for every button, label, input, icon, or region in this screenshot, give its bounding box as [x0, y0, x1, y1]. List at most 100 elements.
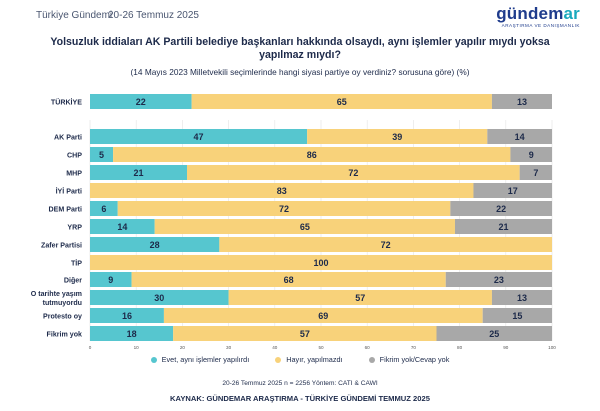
legend-label: Hayır, yapılmazdı	[286, 355, 343, 364]
date-text: 20-26 Temmuz 2025	[108, 10, 199, 21]
x-tick-label: 50	[318, 345, 324, 350]
gundemar-logo: gündemar ARAŞTIRMA VE DANIŞMANLIK	[496, 5, 580, 28]
category-label: YRP	[67, 224, 82, 232]
bar-segment	[436, 326, 552, 341]
bar-segment	[90, 290, 229, 305]
x-tick-label: 60	[365, 345, 371, 350]
data-label: 72	[381, 240, 391, 250]
category-label: DEM Parti	[48, 206, 82, 214]
bar-segment	[90, 272, 132, 287]
legend-swatch	[368, 356, 375, 363]
x-tick-label: 70	[411, 345, 417, 350]
category-label: AK Parti	[54, 134, 82, 142]
data-label: 28	[150, 240, 160, 250]
bar-segment	[90, 201, 118, 216]
brand-text: Türkiye Gündemi	[36, 10, 113, 21]
data-label: 21	[134, 168, 144, 178]
data-label: 9	[529, 150, 534, 160]
logo-text: gündemar	[496, 4, 580, 23]
chart-title: Yolsuzluk iddiaları AK Partili belediye …	[50, 36, 550, 61]
header: Türkiye Gündemi 20-26 Temmuz 2025 gündem…	[0, 0, 600, 30]
category-label: Fikrim yok	[47, 331, 83, 339]
bar-segment	[90, 183, 474, 198]
data-label: 13	[517, 293, 527, 303]
category-label: tutmuyordu	[43, 299, 82, 307]
bar-segment	[191, 94, 492, 109]
x-tick-label: 90	[503, 345, 509, 350]
bar-segment	[228, 290, 492, 305]
category-label: Protesto oy	[43, 313, 82, 321]
data-label: 23	[494, 275, 504, 285]
bar-segment	[90, 147, 114, 162]
data-label: 100	[313, 258, 328, 268]
bar-segment	[510, 147, 552, 162]
data-label: 69	[318, 311, 328, 321]
bar-segment	[487, 129, 552, 144]
category-label: TÜRKİYE	[51, 98, 82, 107]
data-label: 13	[517, 97, 527, 107]
method-note: 20-26 Temmuz 2025 n = 2256 Yöntem: CATI …	[222, 380, 378, 387]
bar-segment	[90, 237, 220, 252]
bar-segment	[219, 237, 553, 252]
bar-segment	[491, 290, 552, 305]
data-label: 16	[122, 311, 132, 321]
bar-segment	[450, 201, 552, 216]
bar-segment	[154, 219, 455, 234]
data-label: 39	[392, 132, 402, 142]
data-label: 72	[348, 168, 358, 178]
bar-segment	[90, 308, 164, 323]
bar-segment	[173, 326, 437, 341]
category-label: O tarihte yaşım	[31, 290, 82, 298]
category-label: Diğer	[64, 277, 82, 285]
data-label: 5	[99, 150, 104, 160]
x-tick-label: 0	[89, 345, 92, 350]
data-label: 9	[108, 275, 113, 285]
legend-label: Evet, aynı işlemler yapılırdı	[161, 355, 250, 364]
legend-item: Hayır, yapılmazdı	[275, 355, 343, 364]
data-label: 6	[101, 204, 106, 214]
data-label: 7	[533, 168, 538, 178]
data-label: 47	[194, 132, 204, 142]
bar-segment	[473, 183, 552, 198]
bar-segment	[519, 165, 552, 180]
x-tick-label: 40	[272, 345, 278, 350]
bar-segment	[491, 94, 552, 109]
bar-segment	[113, 147, 511, 162]
x-tick-label: 80	[457, 345, 463, 350]
chart-subtitle: (14 Mayıs 2023 Milletvekili seçimlerinde…	[130, 67, 470, 77]
data-label: 68	[284, 275, 294, 285]
category-label: İYİ Parti	[56, 187, 82, 196]
bar-segment	[90, 219, 155, 234]
bar-segment	[90, 255, 552, 270]
bar-segment	[187, 165, 520, 180]
legend-swatch	[275, 356, 282, 363]
bar-segment	[482, 308, 552, 323]
bar-segment	[307, 129, 488, 144]
data-label: 65	[337, 97, 347, 107]
data-label: 57	[300, 329, 310, 339]
category-label: Zafer Partisi	[41, 242, 82, 250]
legend-item: Fikrim yok/Cevap yok	[368, 355, 449, 364]
chart-legend: Evet, aynı işlemler yapılırdı Hayır, yapı…	[0, 355, 600, 364]
bar-segment	[131, 272, 446, 287]
x-tick-label: 30	[226, 345, 232, 350]
category-label: CHP	[67, 152, 82, 160]
data-label: 22	[496, 204, 506, 214]
data-label: 17	[508, 186, 518, 196]
category-label: MHP	[66, 170, 82, 178]
data-label: 14	[515, 132, 525, 142]
bar-segment	[454, 219, 552, 234]
data-label: 57	[355, 293, 365, 303]
legend-swatch	[150, 356, 157, 363]
bar-segment	[90, 94, 192, 109]
x-tick-label: 10	[134, 345, 140, 350]
data-label: 86	[307, 150, 317, 160]
data-label: 14	[117, 222, 127, 232]
data-label: 18	[127, 329, 137, 339]
bar-segment	[445, 272, 552, 287]
bar-segment	[90, 129, 308, 144]
bar-segment	[90, 326, 174, 341]
data-label: 30	[154, 293, 164, 303]
x-tick-label: 100	[548, 345, 556, 350]
